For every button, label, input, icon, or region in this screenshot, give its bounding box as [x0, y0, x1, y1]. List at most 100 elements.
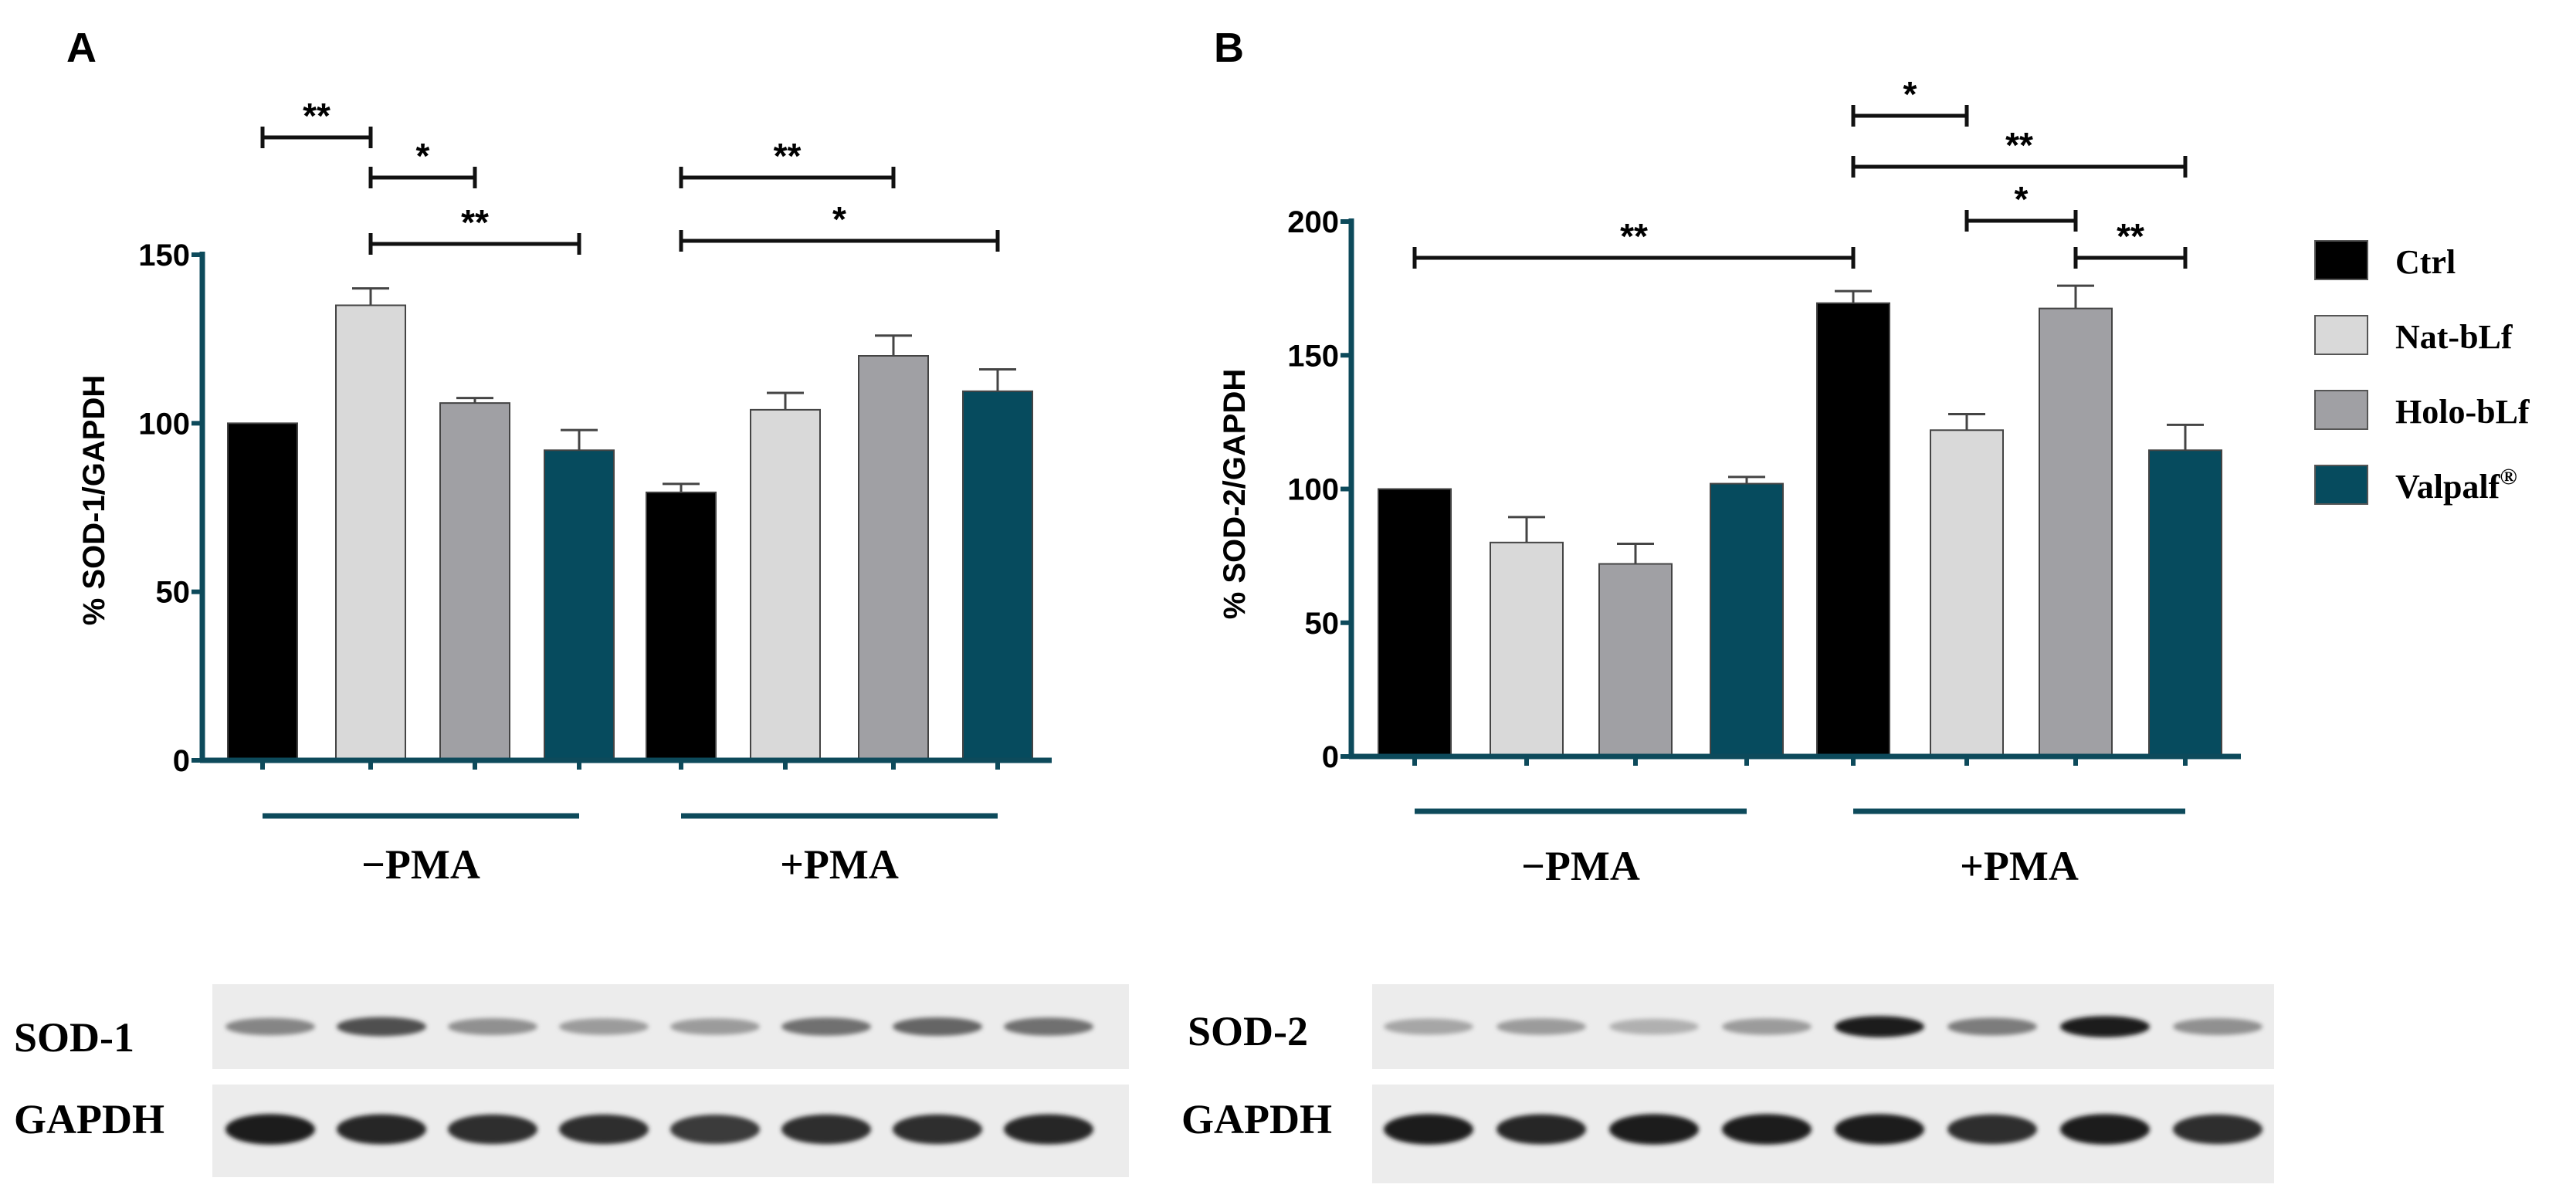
significance-label: *: [2015, 179, 2029, 219]
legend-swatch: [2314, 240, 2368, 280]
group-bands-b: −PMA +PMA: [1415, 808, 2185, 889]
y-ticks-b: 0 50 100 150 200: [1287, 205, 1351, 774]
bar-ctrl: [646, 491, 717, 761]
blot-band: [1722, 1018, 1812, 1035]
legend-swatch: [2314, 465, 2368, 505]
y-tick-label: 0: [173, 744, 190, 778]
blot-label-gapdh-a: GAPDH: [14, 1096, 164, 1142]
group-bands-a: −PMA +PMA: [263, 813, 998, 888]
blot-band: [670, 1115, 760, 1144]
blot-band: [1835, 1114, 1924, 1145]
blot-band: [337, 1114, 426, 1145]
blot-band: [225, 1017, 315, 1036]
blot-band: [1384, 1018, 1473, 1035]
blot-band: [559, 1114, 649, 1145]
blot-band: [2173, 1018, 2262, 1035]
y-tick-label: 200: [1287, 205, 1339, 239]
blot-band: [1496, 1018, 1586, 1035]
legend-swatch: [2314, 315, 2368, 355]
blot-band: [1947, 1114, 2037, 1145]
blot-band: [670, 1018, 760, 1035]
blot-label-gapdh-b: GAPDH: [1181, 1096, 1332, 1142]
bar-ctrl: [1378, 488, 1452, 757]
y-axis-label-a: % SOD-1/GAPDH: [77, 375, 111, 626]
blot-band: [1947, 1017, 2037, 1036]
axes-b: [1348, 218, 2241, 766]
significance-a: ********: [260, 96, 1000, 255]
bar-holo-blf: [439, 402, 510, 762]
y-tick-label: 150: [138, 239, 190, 272]
significance-label: **: [303, 96, 330, 136]
significance-label: **: [2117, 216, 2144, 256]
significance-label: **: [1620, 216, 1648, 256]
bar-valpalf: [962, 390, 1033, 761]
blot-band: [781, 1017, 871, 1036]
significance-b: ********: [1412, 74, 2188, 269]
y-tick-label: 100: [1287, 473, 1339, 507]
significance-label: **: [461, 202, 489, 242]
blot-band: [1609, 1018, 1699, 1035]
bar-nat-blf: [750, 408, 821, 761]
legend-label: Nat-bLf: [2395, 318, 2513, 356]
bar-valpalf: [2148, 449, 2222, 757]
bar-holo-blf: [1598, 563, 1673, 758]
legend-label-sup: ®: [2500, 464, 2517, 489]
y-tick-label: 50: [1305, 607, 1340, 641]
y-tick-label: 150: [1287, 339, 1339, 373]
blot-band: [2173, 1114, 2262, 1145]
significance-label: **: [2005, 125, 2033, 165]
significance-label: *: [1903, 74, 1917, 114]
blot-label-sod2: SOD-2: [1188, 1008, 1308, 1054]
bars-b: [1378, 284, 2222, 758]
bar-ctrl: [227, 422, 298, 761]
blot-band: [1496, 1114, 1586, 1145]
bar-valpalf: [544, 449, 615, 761]
blot-band: [2060, 1114, 2150, 1145]
bar-holo-blf: [2039, 307, 2113, 757]
blot-band: [448, 1114, 537, 1145]
legend-swatch: [2314, 390, 2368, 430]
y-tick-label: 50: [156, 576, 191, 610]
blot-band: [893, 1114, 982, 1145]
blot-band: [1609, 1114, 1699, 1145]
y-tick-label: 0: [1322, 740, 1339, 774]
blot-label-sod1: SOD-1: [14, 1014, 134, 1061]
group-label-minus-pma-a: −PMA: [361, 841, 480, 888]
group-label-plus-pma-a: +PMA: [780, 841, 899, 888]
legend: Ctrl Nat-bLf Holo-bLf Valpalf®: [2314, 240, 2530, 506]
significance-label: *: [416, 136, 430, 176]
blot-band: [893, 1017, 982, 1036]
legend-label: Holo-bLf: [2395, 393, 2530, 431]
panel-label-a: A: [66, 25, 97, 71]
bar-nat-blf: [1490, 541, 1564, 757]
legend-label: Valpalf®: [2395, 464, 2517, 506]
blot-band: [559, 1018, 649, 1035]
bar-nat-blf: [1930, 429, 2004, 758]
significance-label: *: [832, 199, 846, 239]
bars-a: [227, 287, 1033, 762]
blot-band: [1722, 1114, 1812, 1145]
blot-band: [781, 1114, 871, 1145]
blot-band: [337, 1017, 426, 1037]
blot-band: [448, 1018, 537, 1035]
blot-band: [1384, 1114, 1473, 1145]
y-axis-label-b: % SOD-2/GAPDH: [1218, 369, 1252, 620]
bar-holo-blf: [858, 355, 929, 761]
bar-ctrl: [1816, 302, 1890, 757]
y-tick-label: 100: [138, 407, 190, 441]
legend-label: Ctrl: [2395, 243, 2456, 281]
western-blot-a: SOD-1 GAPDH: [14, 984, 1129, 1177]
bar-nat-blf: [335, 304, 406, 761]
blot-band: [2060, 1016, 2150, 1037]
axes-a: [199, 252, 1052, 770]
bar-valpalf: [1710, 482, 1784, 757]
group-label-minus-pma-b: −PMA: [1521, 843, 1640, 889]
western-blot-b: SOD-2 GAPDH: [1181, 984, 2274, 1183]
significance-label: **: [774, 136, 802, 176]
y-ticks-a: 0 50 100 150: [138, 239, 202, 778]
panel-label-b: B: [1214, 25, 1244, 71]
blot-band: [1835, 1016, 1924, 1037]
